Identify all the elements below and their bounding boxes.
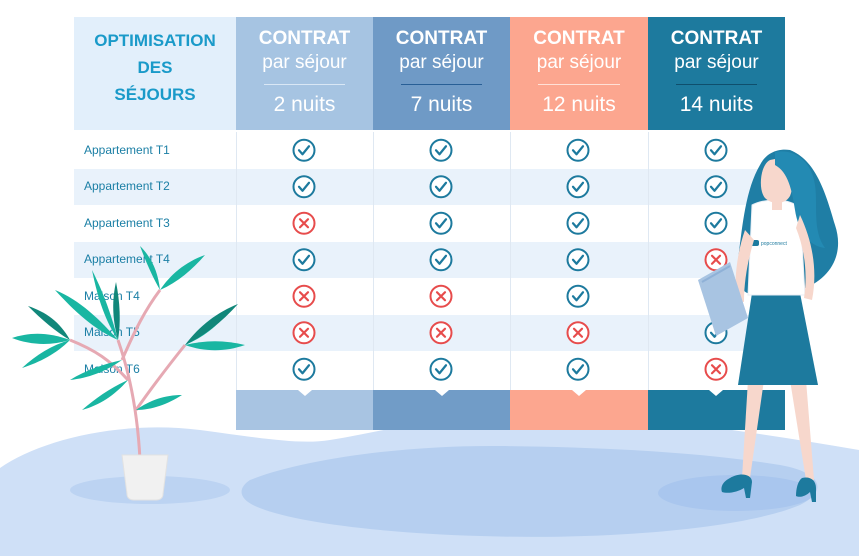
plan-header-7-nights: CONTRAT par séjour 7 nuits — [373, 17, 510, 130]
cross-icon — [704, 248, 728, 272]
column-divider — [373, 132, 374, 390]
column-divider — [236, 132, 237, 390]
plan-nights: 14 nuits — [679, 93, 754, 116]
plant-icon — [12, 246, 245, 501]
check-icon — [566, 248, 590, 272]
plan-subtitle: par séjour — [674, 52, 759, 73]
check-icon — [429, 138, 453, 162]
check-icon — [292, 357, 316, 381]
plan-nights: 7 nuits — [410, 93, 473, 116]
check-icon — [566, 138, 590, 162]
footer-notch — [709, 390, 723, 396]
plan-divider — [538, 84, 620, 85]
cross-icon — [292, 321, 316, 345]
check-icon — [292, 138, 316, 162]
column-divider — [648, 132, 649, 390]
woman-shadow — [658, 475, 814, 511]
check-icon — [566, 284, 590, 308]
cross-icon — [292, 211, 316, 235]
row-label: Appartement T2 — [84, 179, 170, 193]
cross-icon — [704, 357, 728, 381]
floor-shadow-blob — [241, 445, 818, 537]
check-icon — [292, 175, 316, 199]
plan-footer-14-nights — [648, 390, 785, 430]
row-label: Appartement T1 — [84, 143, 170, 157]
plan-title: CONTRAT — [258, 28, 351, 49]
plan-title: CONTRAT — [533, 28, 625, 49]
plan-header-12-nights: CONTRAT par séjour 12 nuits — [510, 17, 648, 130]
plan-subtitle: par séjour — [262, 52, 347, 73]
check-icon — [429, 357, 453, 381]
check-icon — [429, 175, 453, 199]
check-icon — [429, 248, 453, 272]
check-icon — [704, 175, 728, 199]
footer-notch — [572, 390, 586, 396]
table-title-cell: OPTIMISATION DES SÉJOURS — [74, 17, 236, 130]
footer-notch — [298, 390, 312, 396]
check-icon — [429, 211, 453, 235]
check-icon — [704, 138, 728, 162]
plan-header-2-nights: CONTRAT par séjour 2 nuits — [236, 17, 373, 130]
column-divider — [510, 132, 511, 390]
plan-title: CONTRAT — [670, 28, 763, 49]
plan-divider — [401, 84, 482, 85]
plan-footer-12-nights — [510, 390, 648, 430]
plan-subtitle: par séjour — [536, 52, 622, 73]
woman-icon: popconnect — [698, 149, 839, 502]
check-icon — [566, 175, 590, 199]
check-icon — [566, 357, 590, 381]
check-icon — [292, 248, 316, 272]
plan-footer-2-nights — [236, 390, 373, 430]
brand-text: popconnect — [761, 241, 787, 247]
cross-icon — [292, 284, 316, 308]
cross-icon — [429, 321, 453, 345]
cross-icon — [566, 321, 590, 345]
plan-subtitle: par séjour — [399, 52, 484, 73]
plan-title: CONTRAT — [395, 28, 488, 49]
footer-notch — [435, 390, 449, 396]
check-icon — [566, 211, 590, 235]
plan-divider — [676, 84, 757, 85]
plan-nights: 2 nuits — [273, 93, 336, 116]
plan-divider — [264, 84, 345, 85]
row-label: Appartement T3 — [84, 216, 170, 230]
title-line-1: OPTIMISATION — [94, 31, 216, 50]
check-icon — [704, 211, 728, 235]
plan-footer-7-nights — [373, 390, 510, 430]
title-line-3: SÉJOURS — [114, 85, 196, 104]
cross-icon — [429, 284, 453, 308]
plan-nights: 12 nuits — [542, 93, 616, 116]
title-line-2: DES — [137, 58, 173, 77]
plan-header-14-nights: CONTRAT par séjour 14 nuits — [648, 17, 785, 130]
